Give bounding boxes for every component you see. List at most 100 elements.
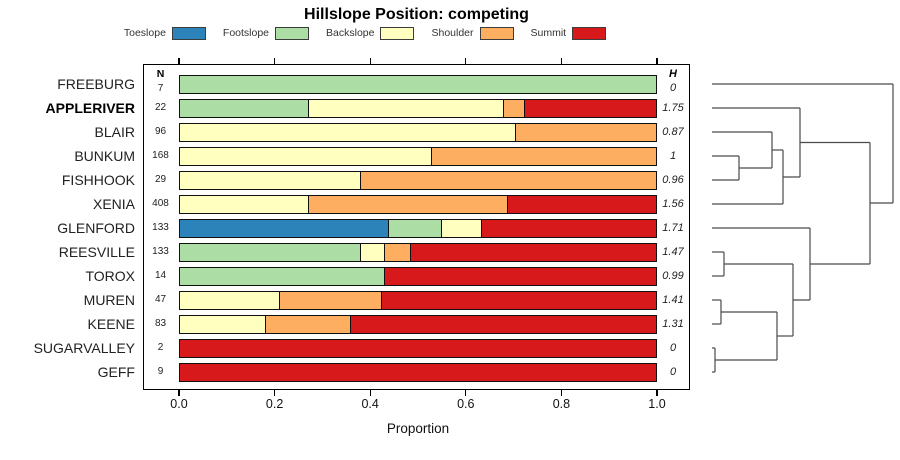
legend: Toeslope Footslope Backslope Shoulder Summit [100,25,630,41]
h-value: 0 [669,342,677,354]
bar-segment-backslope [308,99,504,117]
h-value: 1.41 [662,294,684,306]
bar-segment-footslope [180,243,361,261]
site-label: APPLERIVER [45,100,135,116]
h-value: 1.47 [662,246,684,258]
axis-tick-label: 1.0 [648,397,666,411]
n-value: 29 [154,174,167,185]
plot-box [143,64,690,390]
site-label: FISHHOOK [61,172,135,188]
n-value: 9 [157,366,164,377]
bar-segment-backslope [180,291,280,309]
bar-segment-summit [180,339,656,357]
x-axis-label: Proportion [386,421,450,436]
bar-segment-footslope [180,267,385,285]
axis-tick-label: 0.8 [552,397,571,411]
h-value: 0.96 [662,174,684,186]
bar-segment-shoulder [515,123,656,141]
bar-segment-toeslope [180,219,390,237]
n-value: 408 [152,198,169,209]
legend-swatch-backslope [380,26,415,40]
bar-segment-summit [410,243,656,261]
site-label: BUNKUM [74,148,135,164]
h-value: 0.87 [662,126,684,138]
n-value: 2 [157,342,164,353]
bar-segment-shoulder [432,147,656,165]
axis-tick-top [273,58,276,64]
legend-swatch-summit [572,26,607,40]
n-value: 96 [154,126,167,137]
bar-row [179,98,657,118]
h-value: 1 [669,150,677,162]
axis-tick-bottom [465,390,467,396]
bar-segment-summit [351,315,656,333]
bar-segment-summit [525,99,656,117]
h-value: 1.75 [662,102,684,114]
chart-title: Hillslope Position: competing [304,6,529,23]
bar-segment-shoulder [384,243,411,261]
bar-segment-summit [180,363,656,381]
axis-tick-bottom [560,390,563,396]
bar-row [179,170,657,190]
legend-swatch-shoulder [479,26,514,40]
legend-label: Footslope [222,27,270,39]
axis-tick-top [178,58,180,64]
bar-segment-footslope [180,75,656,93]
axis-tick-label: 0.6 [457,397,475,411]
bar-row [179,242,657,262]
axis-tick-bottom [273,390,276,396]
bar-segment-backslope [180,171,361,189]
h-value: 1.71 [662,222,684,234]
legend-item-shoulder: Shoulder [431,26,514,40]
axis-tick-label: 0.2 [265,397,284,411]
site-label: XENIA [92,196,135,212]
h-value: 0 [669,366,677,378]
bar-segment-backslope [180,123,516,141]
bar-row [179,362,657,382]
bar-row [179,122,657,142]
bar-segment-summit [482,219,656,237]
legend-item-toeslope: Toeslope [123,26,206,40]
site-label: MUREN [83,292,135,308]
bar-segment-shoulder [308,195,509,213]
n-value: 133 [152,222,169,233]
bar-segment-shoulder [503,99,526,117]
site-label: KEENE [87,316,135,332]
legend-label: Shoulder [431,27,474,39]
bar-row [179,218,657,238]
axis-tick-top [560,58,563,64]
n-value: 133 [152,246,169,257]
site-label: FREEBURG [57,76,135,92]
axis-tick-label: 0.0 [170,397,188,411]
bar-row [179,314,657,334]
n-value: 7 [157,83,164,94]
bar-row [179,290,657,310]
bar-row [179,74,657,94]
n-value: 14 [154,270,167,281]
bar-segment-backslope [180,315,266,333]
site-label: BLAIR [94,124,135,140]
n-value: 168 [152,150,169,161]
bar-segment-shoulder [265,315,352,333]
axis-tick-top [465,58,467,64]
bar-row [179,194,657,214]
legend-label: Toeslope [123,27,166,39]
legend-label: Summit [530,27,567,39]
site-label: TOROX [85,268,135,284]
bar-row [179,146,657,166]
bar-segment-summit [508,195,656,213]
h-value: 1.56 [662,198,684,210]
legend-swatch-toeslope [171,26,206,40]
axis-tick-bottom [369,390,371,396]
axis-tick-top [656,58,658,64]
bar-segment-footslope [180,99,309,117]
bar-segment-shoulder [279,291,383,309]
n-value: 83 [154,318,167,329]
axis-tick-label: 0.4 [361,397,379,411]
legend-item-footslope: Footslope [222,26,310,40]
legend-item-summit: Summit [530,26,607,40]
legend-label: Backslope [326,27,375,39]
axis-tick-bottom [656,390,658,396]
axis-tick-top [369,58,371,64]
